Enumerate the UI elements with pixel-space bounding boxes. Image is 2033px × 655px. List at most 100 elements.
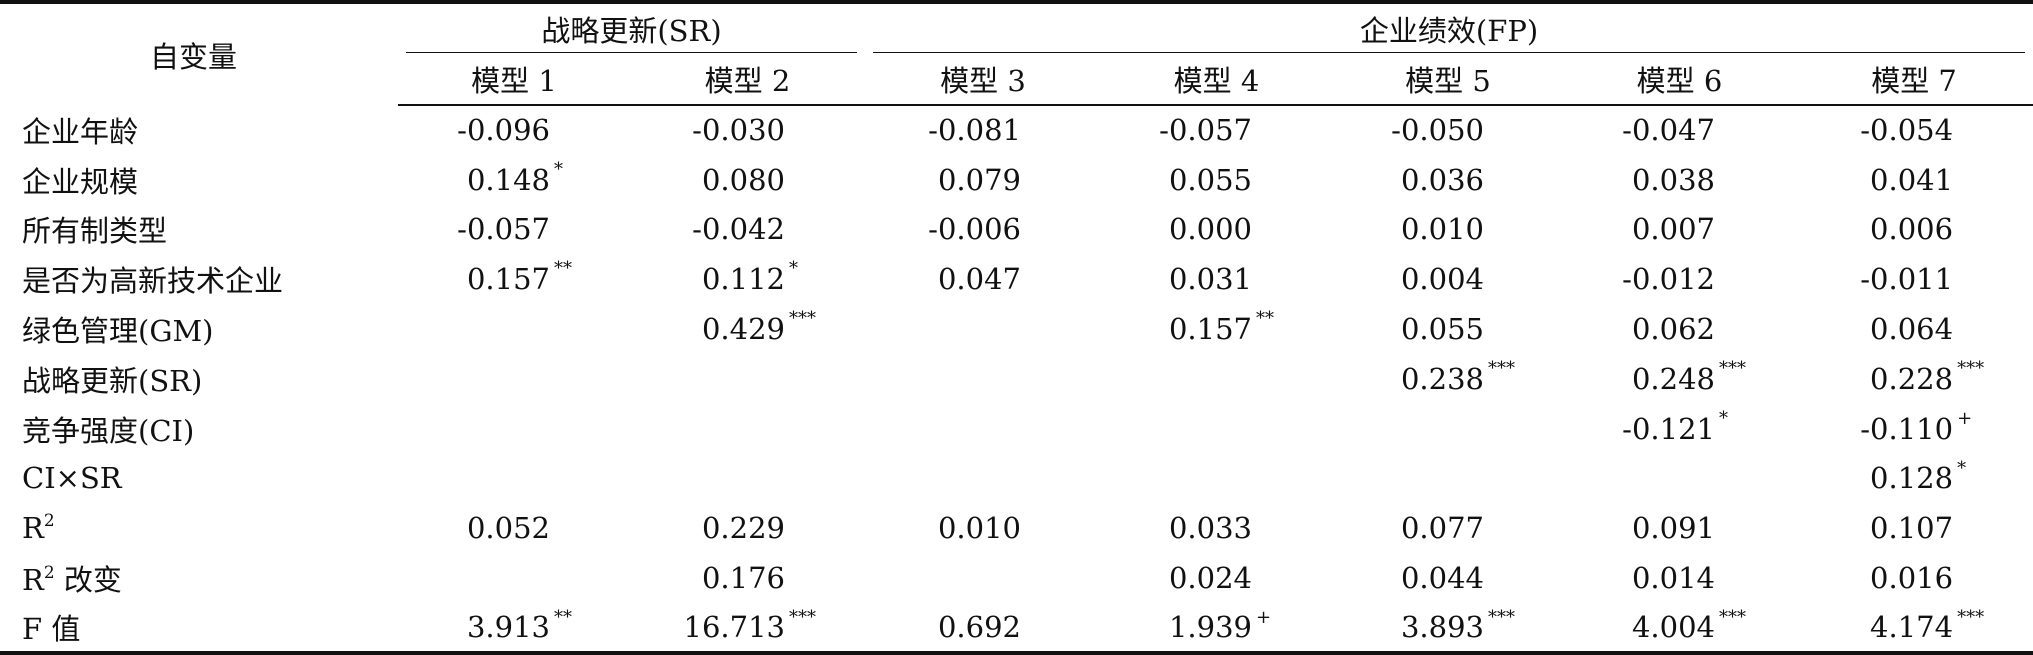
coefficient-value: 0.148 bbox=[466, 162, 550, 197]
coefficient-cell bbox=[1564, 454, 1795, 504]
coefficient-cell: -0.050 bbox=[1332, 105, 1564, 155]
coefficient-cell: 0.004 bbox=[1332, 254, 1564, 304]
significance-marker: *** bbox=[1488, 606, 1515, 628]
row-label-text: 企业规模 bbox=[22, 164, 139, 199]
row-label: 绿色管理(GM) bbox=[0, 304, 398, 354]
coefficient-cell bbox=[1101, 354, 1332, 404]
row-label-text: F 值 bbox=[22, 611, 81, 646]
coefficient-cell: 4.004 *** bbox=[1564, 602, 1795, 655]
row-label-superscript: 2 bbox=[43, 563, 55, 584]
coefficient-value: 3.893 bbox=[1400, 609, 1484, 644]
significance-marker: *** bbox=[1719, 606, 1746, 628]
coefficient-value: 0.007 bbox=[1631, 212, 1715, 247]
significance-marker: * bbox=[1719, 407, 1728, 429]
coefficient-value: 0.031 bbox=[1168, 262, 1252, 297]
coefficient-cell bbox=[865, 553, 1101, 603]
coefficient-cell: 0.692 bbox=[865, 602, 1101, 655]
row-label-text: 绿色管理(GM) bbox=[22, 314, 214, 349]
coefficient-value: -0.081 bbox=[928, 113, 1021, 148]
coefficient-value: 0.052 bbox=[466, 511, 550, 546]
coefficient-cell: -0.042 bbox=[630, 205, 865, 255]
coefficient-value: -0.054 bbox=[1860, 113, 1954, 148]
coefficient-cell: 0.006 bbox=[1795, 205, 2033, 255]
coefficient-cell: 0.038 bbox=[1564, 155, 1795, 205]
coefficient-value: 0.107 bbox=[1870, 511, 1954, 546]
coefficient-cell: 0.107 bbox=[1795, 503, 2033, 553]
coefficient-cell: -0.030 bbox=[630, 105, 865, 155]
coefficient-cell bbox=[398, 553, 630, 603]
model-header-3: 模型 3 bbox=[865, 53, 1101, 106]
coefficient-value: 0.248 bbox=[1631, 361, 1715, 396]
coefficient-cell: 0.055 bbox=[1332, 304, 1564, 354]
coefficient-value: 0.014 bbox=[1631, 561, 1715, 596]
coefficient-value: -0.006 bbox=[928, 212, 1021, 247]
coefficient-cell: 0.044 bbox=[1332, 553, 1564, 603]
row-label: F 值 bbox=[0, 602, 398, 655]
coefficient-cell: -0.047 bbox=[1564, 105, 1795, 155]
table-row: 战略更新(SR) 0.238 *** 0.248 *** 0.228 *** bbox=[0, 354, 2033, 404]
coefficient-cell bbox=[630, 454, 865, 504]
coefficient-value: 0.055 bbox=[1400, 312, 1484, 347]
coefficient-cell: 0.176 bbox=[630, 553, 865, 603]
row-label-text: 战略更新(SR) bbox=[22, 363, 203, 398]
row-label-text: 是否为高新技术企业 bbox=[22, 264, 284, 299]
coefficient-value: -0.057 bbox=[1159, 113, 1252, 148]
coefficient-value: 0.062 bbox=[1631, 312, 1715, 347]
coefficient-cell: 0.429 *** bbox=[630, 304, 865, 354]
coefficient-value: 0.238 bbox=[1400, 361, 1484, 396]
coefficient-value: 0.128 bbox=[1870, 461, 1954, 496]
coefficient-value: -0.030 bbox=[692, 113, 785, 148]
coefficient-value: -0.012 bbox=[1622, 262, 1715, 297]
coefficient-cell: -0.006 bbox=[865, 205, 1101, 255]
significance-marker: *** bbox=[1719, 357, 1746, 379]
row-label: 所有制类型 bbox=[0, 205, 398, 255]
group-header-firm-performance-label: 企业绩效(FP) bbox=[1359, 13, 1539, 48]
table-row: 所有制类型 -0.057 -0.042 -0.006 0.000 0.010 0.007 0.… bbox=[0, 205, 2033, 255]
model-header-7: 模型 7 bbox=[1795, 53, 2033, 106]
independent-variable-header: 自变量 bbox=[0, 0, 398, 105]
row-label-suffix: 改变 bbox=[54, 563, 122, 598]
table-row: R2 改变 0.176 0.024 0.044 0.014 0.016 bbox=[0, 553, 2033, 603]
row-label: R2 bbox=[0, 503, 398, 553]
coefficient-cell: -0.012 bbox=[1564, 254, 1795, 304]
coefficient-cell: 3.893 *** bbox=[1332, 602, 1564, 655]
table-body: 企业年龄 -0.096 -0.030 -0.081 -0.057 -0.050 -0.047… bbox=[0, 105, 2033, 655]
coefficient-value: 0.429 bbox=[701, 312, 785, 347]
coefficient-value: 0.228 bbox=[1870, 361, 1954, 396]
model-header-2: 模型 2 bbox=[630, 53, 865, 106]
row-label-text: CI×SR bbox=[22, 461, 122, 496]
table-row: 竞争强度(CI) -0.121 * -0.110 + bbox=[0, 404, 2033, 454]
table-row: 企业规模 0.148 * 0.080 0.079 0.055 0.036 0.038 0.041 bbox=[0, 155, 2033, 205]
coefficient-value: -0.011 bbox=[1860, 262, 1954, 297]
model-header-6: 模型 6 bbox=[1564, 53, 1795, 106]
table-row: CI×SR 0.128 * bbox=[0, 454, 2033, 504]
coefficient-cell bbox=[1101, 404, 1332, 454]
coefficient-value: 3.913 bbox=[466, 609, 550, 644]
coefficient-cell: 0.036 bbox=[1332, 155, 1564, 205]
coefficient-cell: 0.014 bbox=[1564, 553, 1795, 603]
coefficient-value: 0.080 bbox=[701, 162, 785, 197]
significance-marker: ** bbox=[554, 606, 572, 628]
coefficient-cell: 0.010 bbox=[865, 503, 1101, 553]
table-row: F 值 3.913 ** 16.713 *** 0.692 1.939 +3.893 *** 4.… bbox=[0, 602, 2033, 655]
coefficient-cell: 0.007 bbox=[1564, 205, 1795, 255]
coefficient-value: 0.038 bbox=[1631, 162, 1715, 197]
row-label-text: R bbox=[22, 563, 44, 598]
coefficient-cell: 0.228 *** bbox=[1795, 354, 2033, 404]
row-label: CI×SR bbox=[0, 454, 398, 504]
coefficient-value: 0.157 bbox=[466, 262, 550, 297]
coefficient-cell: 0.238 *** bbox=[1332, 354, 1564, 404]
coefficient-cell: 0.112 * bbox=[630, 254, 865, 304]
table-row: 是否为高新技术企业 0.157 ** 0.112 * 0.047 0.031 0.004 -0.… bbox=[0, 254, 2033, 304]
significance-marker: * bbox=[554, 158, 563, 180]
significance-marker: *** bbox=[789, 606, 816, 628]
coefficient-cell: 0.016 bbox=[1795, 553, 2033, 603]
row-label: 是否为高新技术企业 bbox=[0, 254, 398, 304]
coefficient-cell bbox=[398, 354, 630, 404]
coefficient-value: -0.047 bbox=[1622, 113, 1715, 148]
coefficient-value: 0.112 bbox=[701, 262, 785, 297]
significance-marker: ** bbox=[554, 258, 572, 280]
coefficient-cell bbox=[398, 404, 630, 454]
coefficient-value: -0.050 bbox=[1391, 113, 1484, 148]
